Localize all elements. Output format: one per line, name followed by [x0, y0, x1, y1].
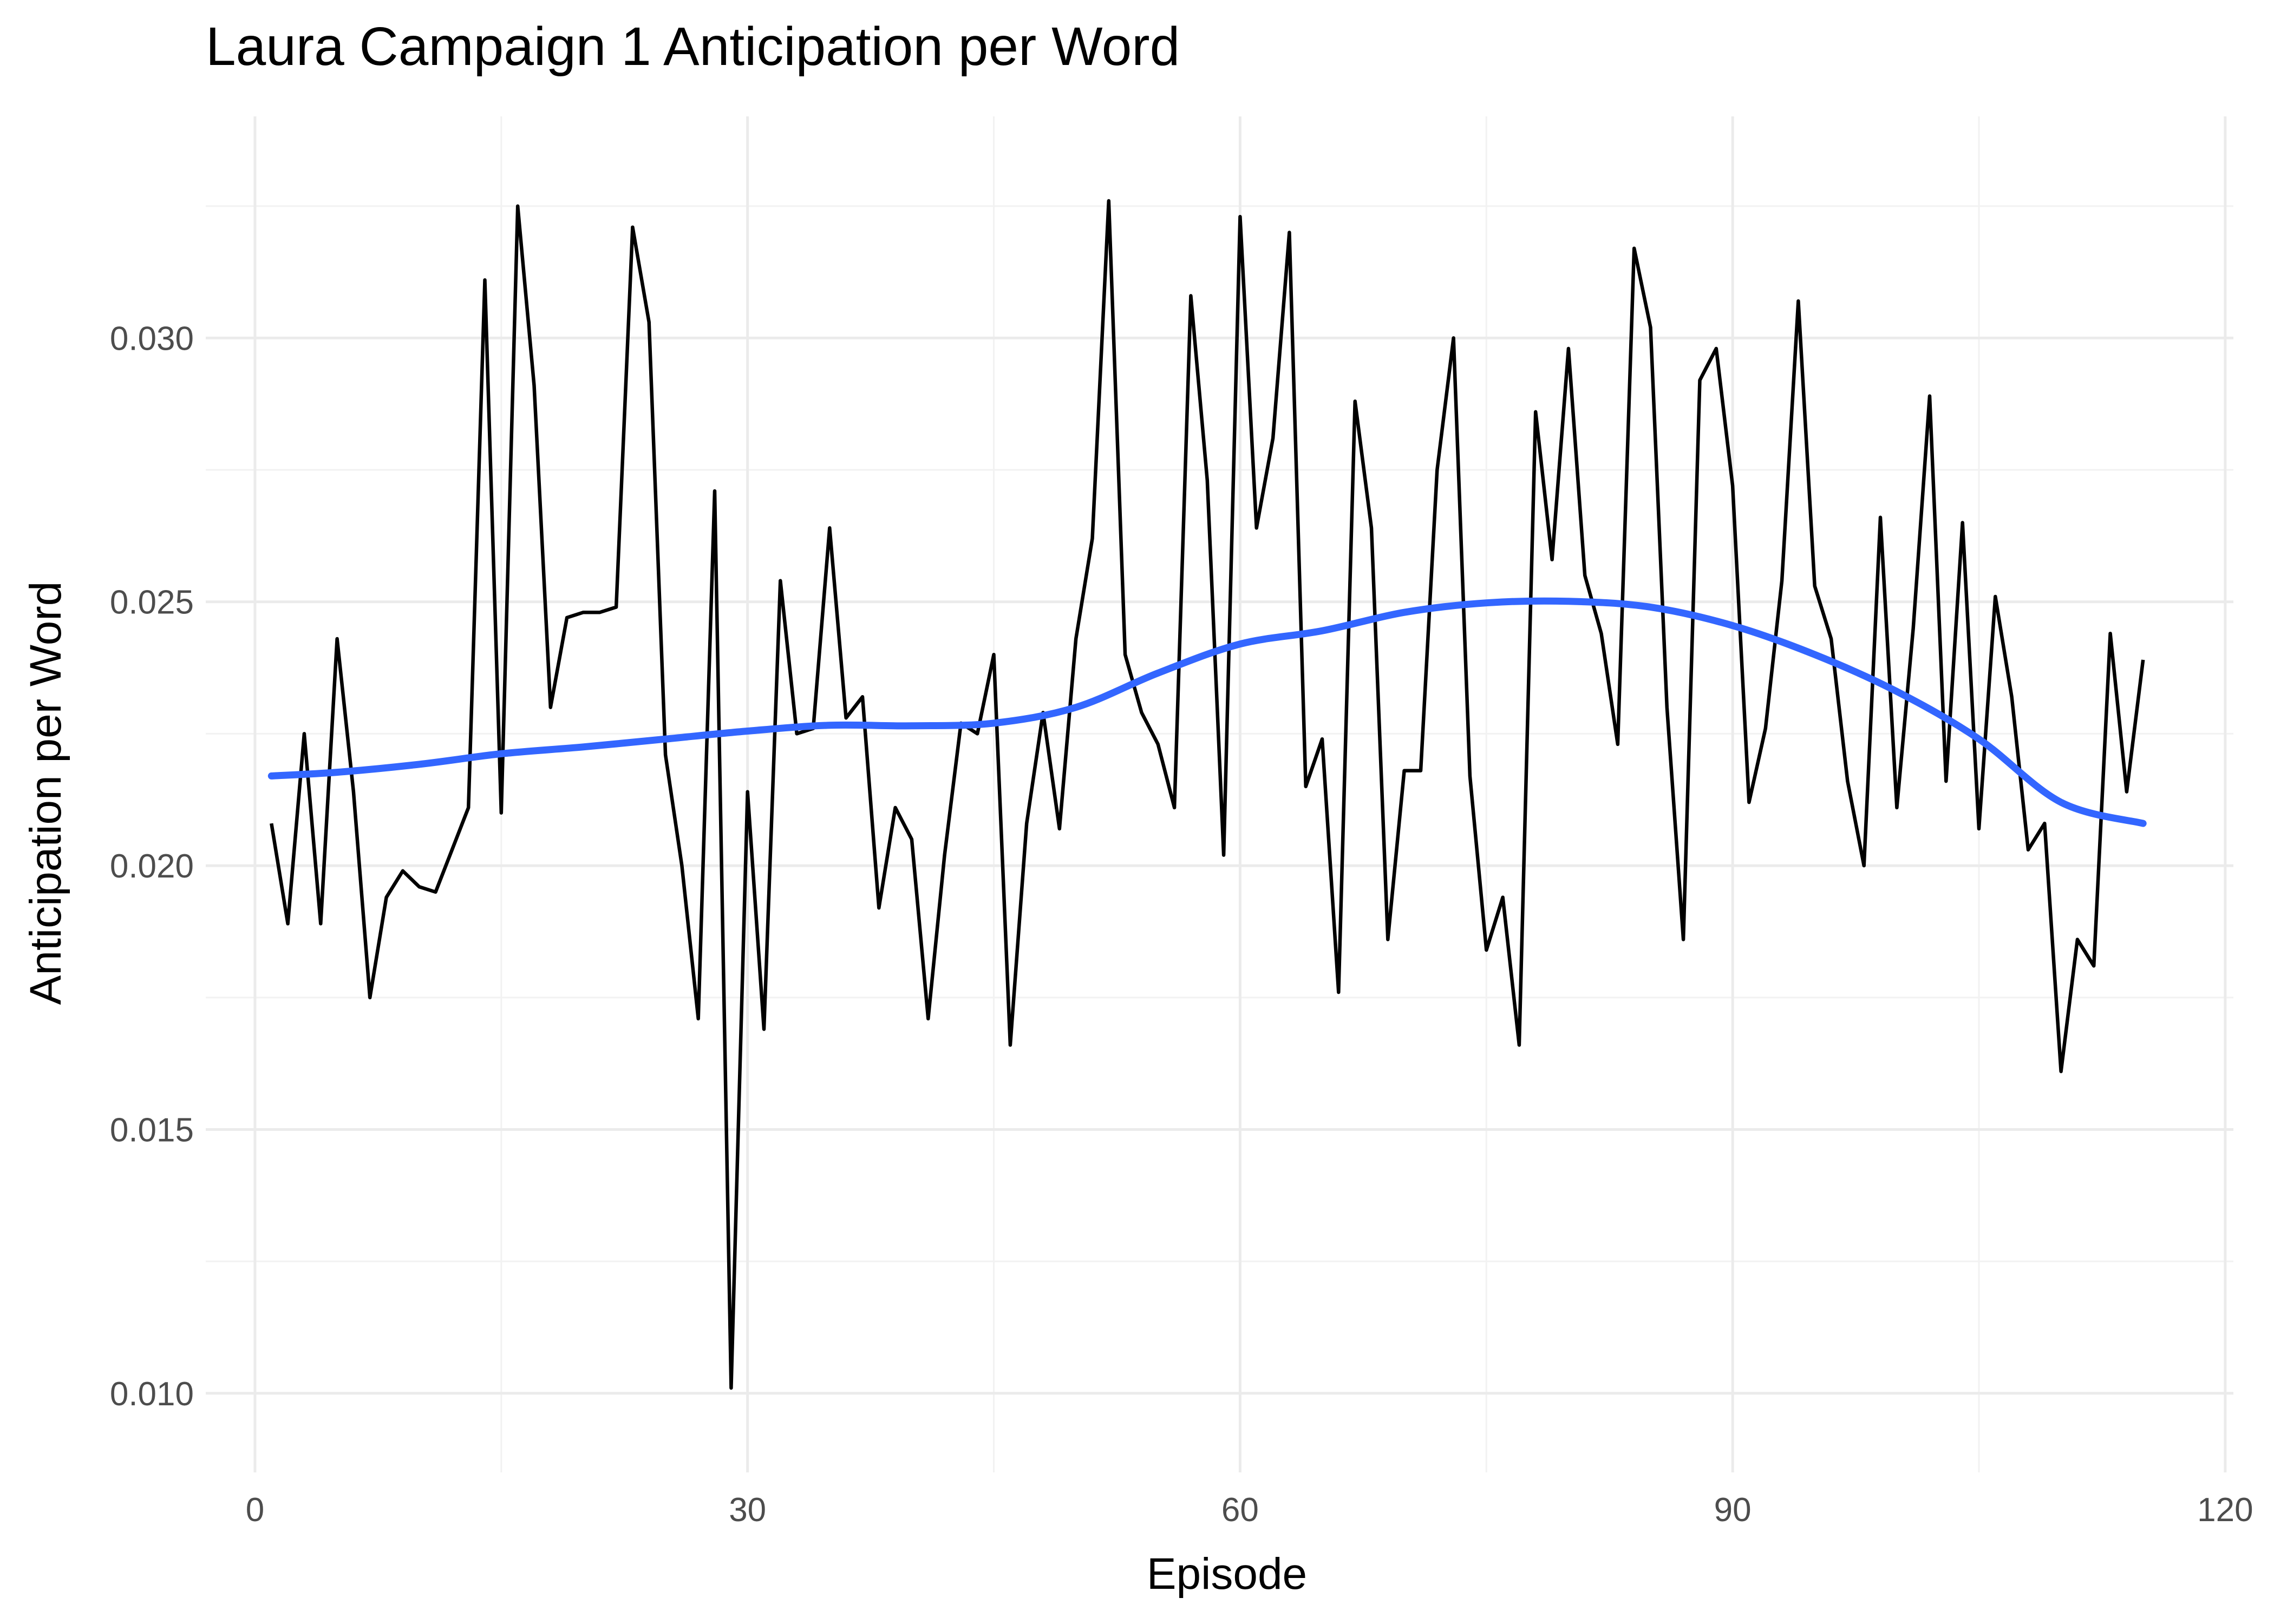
- series-layer: [267, 199, 2147, 1390]
- x-tick-label: 60: [1221, 1491, 1259, 1529]
- y-tick-label: 0.020: [110, 848, 194, 885]
- x-tick-label: 30: [729, 1491, 766, 1529]
- minor-gridlines: [206, 116, 2233, 1472]
- smooth-trend-line: [267, 597, 2147, 827]
- y-tick-label: 0.025: [110, 584, 194, 621]
- major-gridlines: [206, 116, 2233, 1472]
- x-tick-label: 0: [246, 1491, 264, 1529]
- x-axis-title: Episode: [1147, 1549, 1307, 1599]
- y-tick-label: 0.030: [110, 320, 194, 357]
- chart-title: Laura Campaign 1 Anticipation per Word: [206, 16, 1180, 77]
- x-tick-label: 90: [1714, 1491, 1752, 1529]
- series-line-anticipation: [270, 199, 2145, 1390]
- y-axis-title: Anticipation per Word: [21, 581, 70, 1005]
- y-axis-tick-labels: 0.010 0.015 0.020 0.025 0.030: [110, 320, 194, 1412]
- y-tick-label: 0.010: [110, 1376, 194, 1413]
- x-tick-label: 120: [2197, 1491, 2253, 1529]
- y-tick-label: 0.015: [110, 1111, 194, 1149]
- x-axis-tick-labels: 0 30 60 90 120: [246, 1491, 2253, 1529]
